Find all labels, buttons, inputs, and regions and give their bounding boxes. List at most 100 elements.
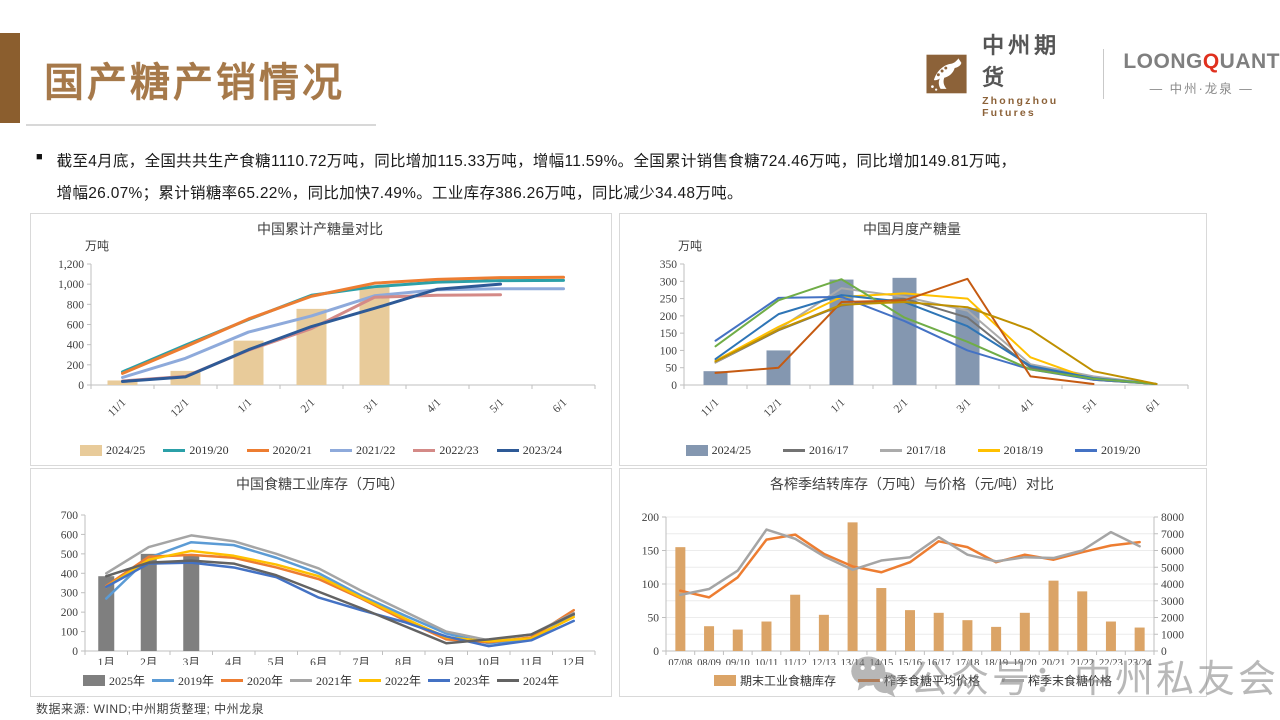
brand-zhongzhou: 中州期货 Zhongzhou Futures <box>982 28 1083 119</box>
chart-monthly-production-panel: 中国月度产糖量 万吨 0 50 100 150 200 250 300 350 11/1 12/1 1/… <box>619 213 1207 466</box>
legend-line-swatch <box>246 448 269 453</box>
svg-text:7月: 7月 <box>353 657 370 665</box>
svg-text:5/1: 5/1 <box>1081 396 1100 415</box>
svg-text:中国累计产糖量对比: 中国累计产糖量对比 <box>257 221 383 237</box>
svg-text:11月: 11月 <box>520 657 543 665</box>
legend-line-swatch <box>359 678 381 683</box>
svg-text:10月: 10月 <box>477 657 500 665</box>
legend-bar-swatch <box>82 675 105 686</box>
chart-monthly-production-legend: 2024/25 2016/17 2017/18 2018/19 2019/20 <box>624 443 1202 458</box>
legend-label: 2023/24 <box>522 443 563 457</box>
svg-text:0: 0 <box>653 646 659 658</box>
svg-text:5/1: 5/1 <box>488 396 507 415</box>
svg-text:2/1: 2/1 <box>892 396 911 415</box>
svg-text:100: 100 <box>660 345 678 357</box>
svg-text:2000: 2000 <box>1161 613 1184 625</box>
legend-line-swatch <box>220 678 243 683</box>
svg-text:350: 350 <box>660 259 678 271</box>
legend-item: 2025年 <box>82 672 145 689</box>
legend-label: 2018/19 <box>1003 443 1044 457</box>
svg-text:1000: 1000 <box>1161 629 1184 641</box>
svg-text:10/11: 10/11 <box>755 658 779 665</box>
svg-text:3月: 3月 <box>183 657 200 665</box>
legend-item: 2019/20 <box>1075 443 1140 458</box>
brand-zhongzhou-sub: Zhongzhou Futures <box>982 95 1059 119</box>
svg-text:200: 200 <box>660 311 678 323</box>
page-title: 国产糖产销情况 <box>44 61 345 105</box>
legend-line-swatch <box>163 448 186 453</box>
svg-text:200: 200 <box>61 607 79 619</box>
zhongzhou-leopard-logo-icon <box>926 54 967 93</box>
svg-text:2/1: 2/1 <box>299 396 318 415</box>
legend-label: 榨季末食糖价格 <box>1028 674 1113 688</box>
legend-label: 2022年 <box>385 674 422 688</box>
svg-text:4/1: 4/1 <box>1018 396 1037 415</box>
legend-line-swatch <box>977 448 1000 453</box>
legend-line-swatch <box>497 678 520 683</box>
svg-text:800: 800 <box>67 299 85 311</box>
svg-text:21/22: 21/22 <box>1070 658 1094 665</box>
legend-item: 2018/19 <box>977 443 1044 458</box>
legend-line-swatch <box>1002 678 1024 683</box>
svg-text:07/08: 07/08 <box>668 658 692 665</box>
svg-text:12/1: 12/1 <box>762 396 785 419</box>
loongquant-word-post: UANT <box>1219 50 1280 73</box>
loongquant-word-q: Q <box>1202 50 1220 73</box>
svg-text:2月: 2月 <box>140 657 157 665</box>
legend-item: 2021年 <box>289 672 352 689</box>
legend-item: 2024年 <box>497 672 559 689</box>
svg-text:14/15: 14/15 <box>869 658 893 665</box>
legend-line-swatch <box>289 678 312 683</box>
legend-item: 2023年 <box>428 672 490 689</box>
legend-item: 2016/17 <box>782 443 849 458</box>
legend-label: 2024/25 <box>711 443 751 457</box>
svg-text:11/1: 11/1 <box>106 396 129 419</box>
legend-item: 期末工业食糖库存 <box>713 672 836 689</box>
legend-item: 2022/23 <box>413 443 479 458</box>
legend-bar-swatch <box>79 445 102 456</box>
svg-text:200: 200 <box>642 512 660 524</box>
legend-line-swatch <box>330 448 352 453</box>
legend-item: 2024/25 <box>79 443 145 458</box>
svg-text:0: 0 <box>1161 646 1167 658</box>
chart-industrial-inventory-svg: 中国食糖工业库存（万吨） 0 100 200 300 400 500 600 700 1月 2月 3月… <box>61 476 596 665</box>
svg-text:12月: 12月 <box>562 657 585 665</box>
legend-item: 2021/22 <box>330 443 395 458</box>
legend-label: 期末工业食糖库存 <box>739 674 836 688</box>
legend-item: 2022年 <box>359 672 421 689</box>
summary-bullet: ■ 截至4月底，全国共共生产食糖1110.72万吨，同比增加115.33万吨，增… <box>36 146 1216 210</box>
legend-item: 2023/24 <box>496 443 563 458</box>
loongquant-word-pre: LOONG <box>1123 50 1203 73</box>
svg-text:15/16: 15/16 <box>898 658 922 665</box>
legend-item: 2019年 <box>151 672 214 689</box>
svg-text:6/1: 6/1 <box>551 396 570 415</box>
svg-text:100: 100 <box>642 579 660 591</box>
svg-text:50: 50 <box>648 613 660 625</box>
legend-label: 2019年 <box>177 674 214 688</box>
title-underline <box>26 124 376 126</box>
legend-label: 2021年 <box>315 674 352 688</box>
chart-carryover-inventory-price-legend: 期末工业食糖库存 榨季食糖平均价格 榨季末食糖价格 <box>624 672 1202 689</box>
legend-line-swatch <box>782 448 805 453</box>
svg-text:7000: 7000 <box>1161 529 1184 541</box>
svg-text:3000: 3000 <box>1161 596 1184 608</box>
svg-text:100: 100 <box>61 627 79 639</box>
legend-line-swatch <box>428 678 451 683</box>
svg-text:300: 300 <box>61 588 79 600</box>
svg-text:0: 0 <box>671 380 677 392</box>
legend-item: 榨季食糖平均价格 <box>857 672 980 689</box>
legend-label: 2022/23 <box>439 443 479 457</box>
chart-cumulative-production-panel: 中国累计产糖量对比 万吨 0 200 400 600 800 1,000 1,200 11/1 12… <box>30 213 612 466</box>
svg-text:中国食糖工业库存（万吨）: 中国食糖工业库存（万吨） <box>236 476 404 492</box>
summary-text: 截至4月底，全国共共生产食糖1110.72万吨，同比增加115.33万吨，增幅1… <box>57 146 1017 210</box>
legend-item: 2020/21 <box>246 443 312 458</box>
svg-text:1,000: 1,000 <box>58 279 84 291</box>
svg-text:09/10: 09/10 <box>726 658 750 665</box>
legend-label: 2019/20 <box>189 443 229 457</box>
bullet-marker: ■ <box>36 151 43 163</box>
legend-label: 2016/17 <box>808 443 849 457</box>
legend-label: 2024年 <box>523 674 560 688</box>
svg-text:各榨季结转库存（万吨）与价格（元/吨）对比: 各榨季结转库存（万吨）与价格（元/吨）对比 <box>770 476 1054 492</box>
